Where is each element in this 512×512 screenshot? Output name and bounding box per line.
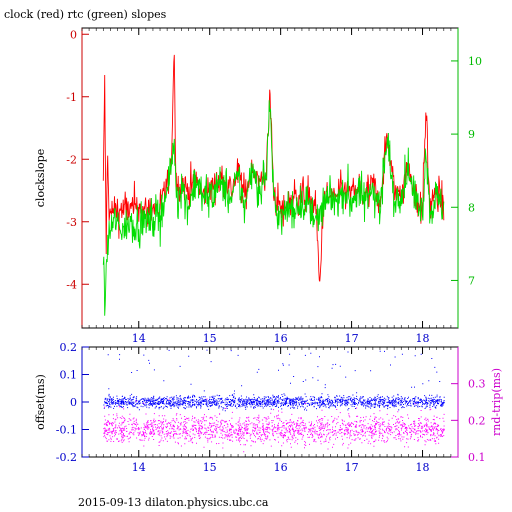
y-tick-label: 0 [70,396,77,409]
y-tick-label: -0.2 [56,451,77,464]
x-tick-label: 14 [132,332,146,345]
y2-tick-label: 0.2 [468,414,486,427]
x-tick-label: 17 [345,332,359,345]
y-tick-label: -2 [66,153,77,166]
x-tick-label: 15 [203,332,217,345]
scatter-series-rnd-trip [103,398,445,453]
x-tick-label: 18 [416,461,430,474]
x-tick-label: 17 [345,461,359,474]
y-tick-label: -3 [66,216,77,229]
series-line-rtc [102,100,445,316]
y2-tick-label: 7 [468,274,475,287]
plot-frame [81,27,459,329]
offset-panel: 14 15 16 17 18 0.2 0.1 0 -0.1 -0.2 0.1 0.2 0.3 offset… [34,341,503,474]
scatter-points [103,349,445,412]
y2-tick-label: 9 [468,128,475,141]
x-tick-label: 16 [274,332,288,345]
y2-tick-label: 0.3 [468,378,486,391]
x-tick-label: 16 [274,461,288,474]
y2-tick-label: 8 [468,201,475,214]
x-tick-label: 14 [132,461,146,474]
chart-title: clock (red) rtc (green) slopes [4,8,167,21]
y-axis-label: clockslope [34,149,47,207]
scatter-series-offset [103,349,445,412]
y-tick-label: -1 [66,91,77,104]
y-axis-label: offset(ms) [34,374,47,430]
x-tick-label: 15 [203,461,217,474]
y-tick-label: 0.1 [60,369,78,382]
slope-panel: 14 15 16 17 18 0 -1 -2 -3 -4 7 8 9 10 clockslope [34,27,482,345]
scatter-points [103,398,445,453]
y-tick-label: -4 [66,278,77,291]
y2-tick-label: 10 [468,55,482,68]
y2-axis-label: rnd-trip(ms) [490,368,503,436]
y-tick-label: 0.2 [60,341,78,354]
x-tick-label: 18 [416,332,430,345]
series-line-clock [102,54,445,282]
y-tick-label: 0 [70,28,77,41]
footer-caption: 2015-09-13 dilaton.physics.ubc.ca [78,496,269,509]
y2-tick-label: 0.1 [468,451,486,464]
y-tick-label: -0.1 [56,424,77,437]
